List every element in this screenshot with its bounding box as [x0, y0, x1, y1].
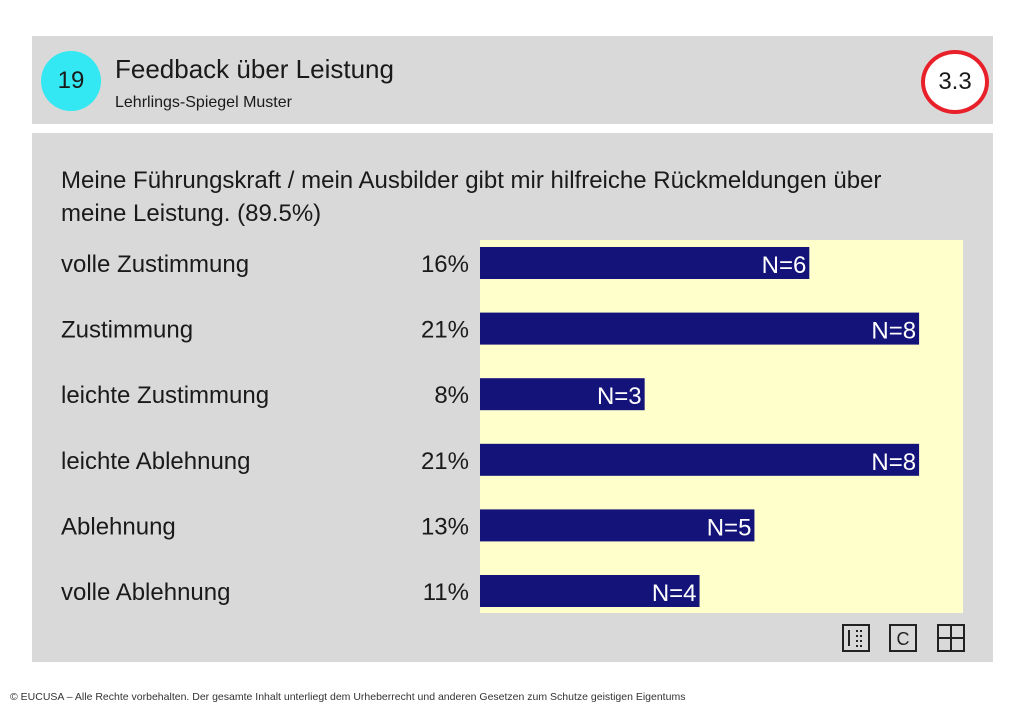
percent-label: 13%: [421, 513, 469, 540]
category-label: leichte Ablehnung: [61, 448, 251, 475]
data-label: N=4: [652, 580, 697, 607]
list-icon[interactable]: [842, 624, 870, 652]
plot-area: [480, 240, 963, 613]
bar: [480, 509, 755, 542]
data-label: N=8: [871, 318, 916, 345]
percent-label: 21%: [421, 448, 469, 475]
data-label: N=6: [762, 252, 807, 279]
grid-icon[interactable]: [937, 624, 965, 652]
slide-number-badge: 19: [41, 51, 101, 111]
data-label: N=3: [597, 383, 642, 410]
bar: [480, 443, 920, 476]
category-label: volle Ablehnung: [61, 579, 230, 606]
page-subtitle: Lehrlings-Spiegel Muster: [115, 94, 292, 111]
data-label: N=5: [707, 514, 752, 541]
header-bar: [32, 36, 993, 124]
section-number-badge: 3.3: [921, 50, 989, 114]
question-text: Meine Führungskraft / mein Ausbilder gib…: [61, 167, 882, 227]
bar: [480, 247, 810, 279]
bar: [480, 378, 645, 411]
copyright-footer: © EUCUSA – Alle Rechte vorbehalten. Der …: [10, 691, 686, 703]
percent-label: 8%: [434, 382, 469, 409]
category-label: leichte Zustimmung: [61, 382, 269, 409]
percent-label: 21%: [421, 317, 469, 344]
category-label: volle Zustimmung: [61, 251, 249, 278]
bar: [480, 312, 920, 345]
category-label: Zustimmung: [61, 317, 193, 344]
bar: [480, 575, 700, 607]
percent-label: 11%: [423, 579, 469, 606]
svg-text:C: C: [897, 629, 910, 649]
data-label: N=8: [871, 449, 916, 476]
category-label: Ablehnung: [61, 513, 176, 540]
c-icon[interactable]: C: [889, 624, 917, 652]
percent-label: 16%: [421, 251, 469, 278]
page-title: Feedback über Leistung: [115, 54, 394, 84]
